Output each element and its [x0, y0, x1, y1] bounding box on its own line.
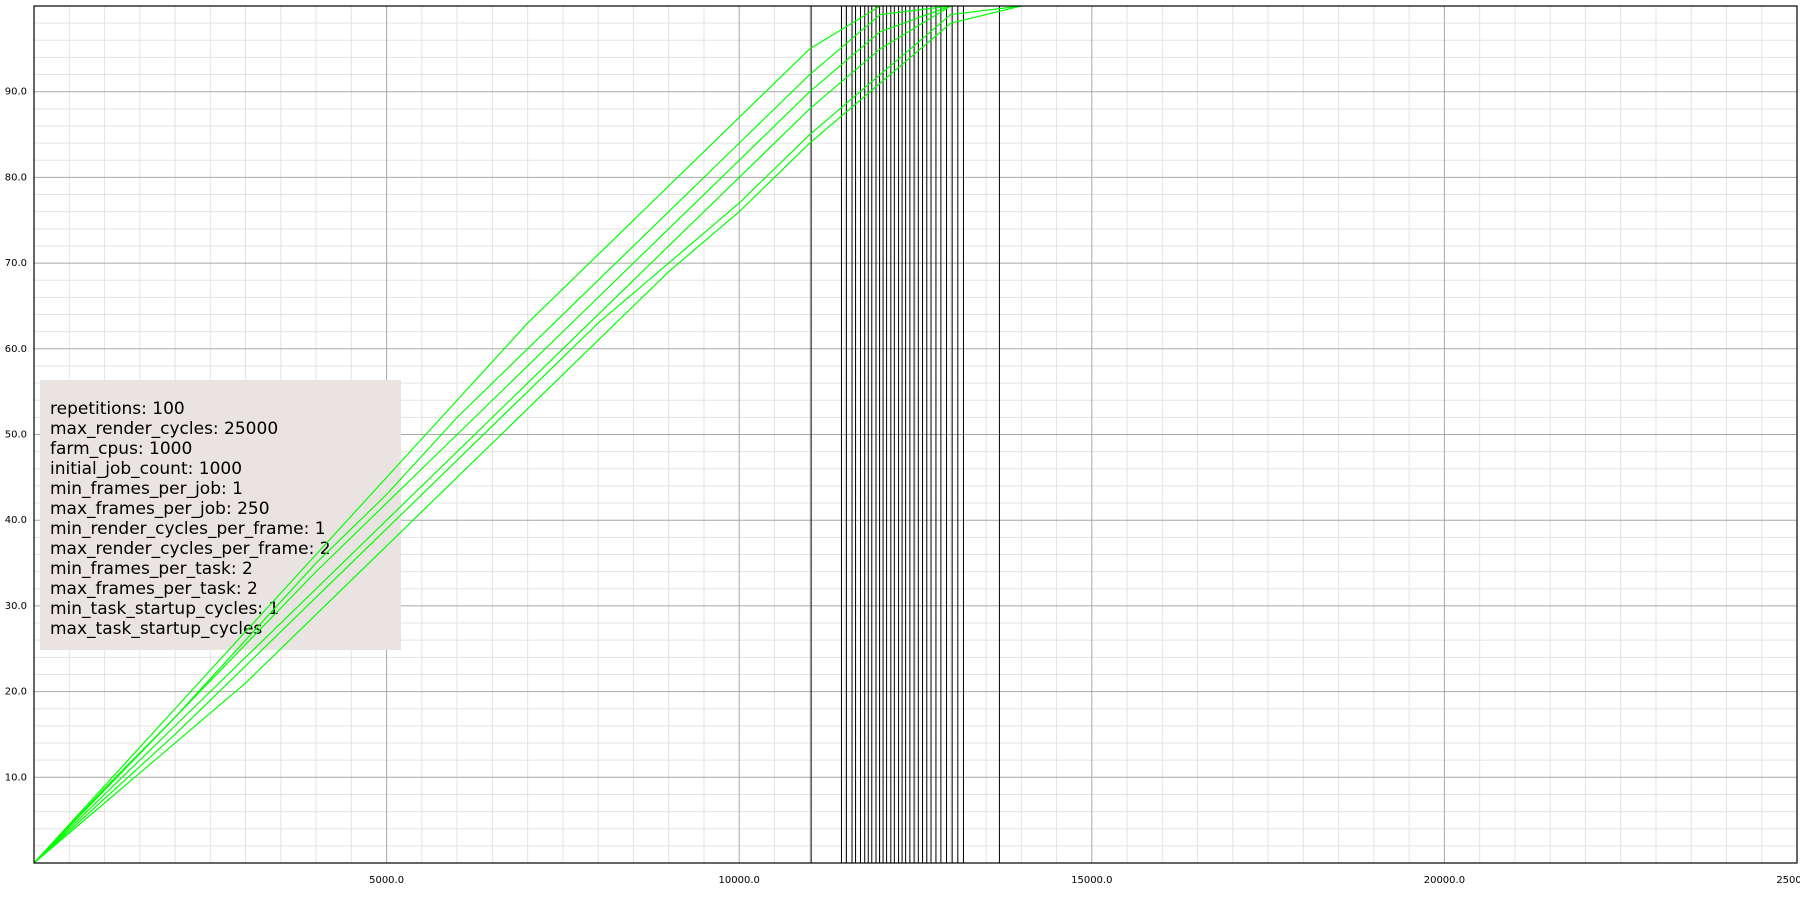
series-line	[33, 5, 1022, 864]
annotation-line: farm_cpus: 1000	[50, 439, 192, 459]
x-tick-label: 5000.0	[369, 875, 404, 886]
annotation-line: min_render_cycles_per_frame: 1	[50, 519, 326, 539]
y-tick-label: 20.0	[5, 687, 27, 698]
annotation-line: max_task_startup_cycles	[50, 619, 262, 639]
y-tick-label: 70.0	[5, 258, 27, 269]
x-tick-label: 15000.0	[1071, 875, 1112, 886]
annotation-line: min_frames_per_job: 1	[50, 479, 243, 499]
y-tick-label: 90.0	[5, 87, 27, 98]
series-line	[33, 5, 951, 864]
series-line	[33, 5, 1022, 864]
y-tick-label: 40.0	[5, 515, 27, 526]
y-tick-label: 50.0	[5, 430, 27, 441]
annotation-line: max_frames_per_task: 2	[50, 579, 258, 599]
annotation-line: max_render_cycles: 25000	[50, 419, 278, 439]
x-tick-label: 10000.0	[719, 875, 760, 886]
annotation-line: max_render_cycles_per_frame: 2	[50, 539, 331, 559]
annotation-box	[40, 380, 401, 650]
x-tick-label: 20000.0	[1424, 875, 1465, 886]
plot-frame	[33, 5, 1798, 864]
annotation-line: min_task_startup_cycles: 1	[50, 599, 279, 619]
series-line	[33, 5, 952, 864]
annotation-line: min_frames_per_task: 2	[50, 559, 253, 579]
x-tick-label: 25000.0	[1776, 875, 1800, 886]
y-tick-label: 60.0	[5, 344, 27, 355]
y-tick-label: 30.0	[5, 601, 27, 612]
series-line	[33, 5, 881, 864]
annotation-line: initial_job_count: 1000	[50, 459, 242, 479]
annotation-line: max_frames_per_job: 250	[50, 499, 270, 519]
y-tick-label: 80.0	[5, 172, 27, 183]
y-tick-label: 10.0	[5, 772, 27, 783]
annotation-line: repetitions: 100	[50, 399, 185, 419]
